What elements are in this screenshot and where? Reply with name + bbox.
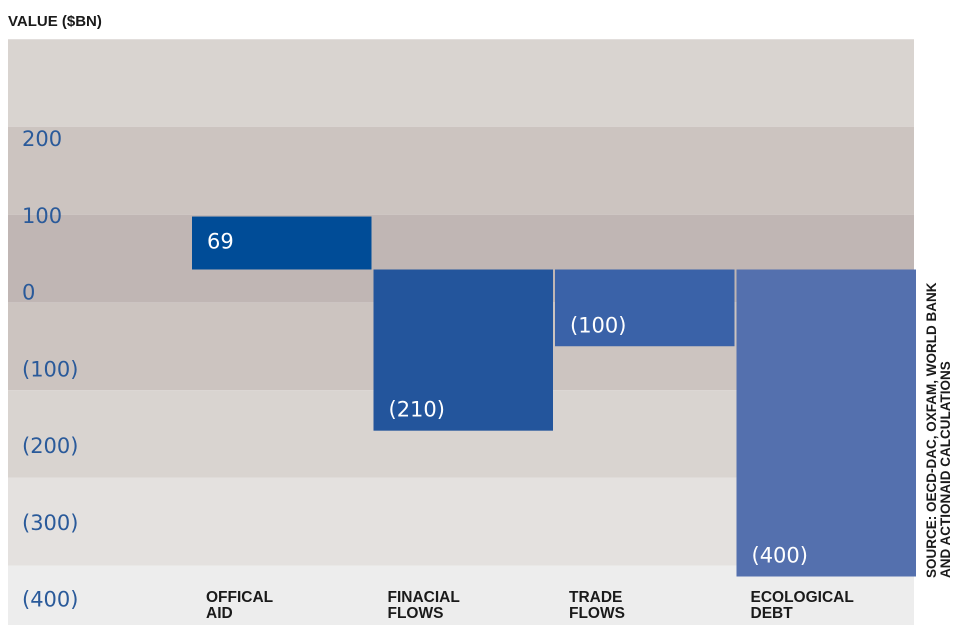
background-band xyxy=(8,39,914,127)
source-text: SOURCE: OECD-DAC, OXFAM, WORLD BANK AND A… xyxy=(924,282,953,578)
y-tick-label: 0 xyxy=(22,281,35,305)
value-label: (400) xyxy=(752,544,808,568)
value-label: 69 xyxy=(207,230,234,254)
y-tick-label: (300) xyxy=(22,511,78,535)
category-label: TRADE xyxy=(569,589,622,606)
source-line: AND ACTIONAID CALCULATIONS xyxy=(938,361,953,578)
bar xyxy=(555,269,735,347)
y-tick-label: 200 xyxy=(22,127,62,151)
bar xyxy=(736,269,916,577)
background-band xyxy=(8,126,914,215)
value-label: (100) xyxy=(570,313,626,337)
y-tick-label: (200) xyxy=(22,434,78,458)
bars xyxy=(192,216,916,577)
value-label: (210) xyxy=(389,398,445,422)
y-tick-label: (100) xyxy=(22,357,78,381)
category-label: ECOLOGICAL xyxy=(751,589,854,606)
bar xyxy=(373,269,553,431)
category-label: FLOWS xyxy=(388,605,444,622)
bar xyxy=(192,216,372,270)
category-label: DEBT xyxy=(751,605,794,622)
y-axis-label: VALUE ($BN) xyxy=(8,13,102,30)
source-note: SOURCE: OECD-DAC, OXFAM, WORLD BANK AND A… xyxy=(924,282,953,578)
source-line: SOURCE: OECD-DAC, OXFAM, WORLD BANK xyxy=(924,282,939,578)
y-tick-label: 100 xyxy=(22,204,62,228)
category-label: OFFICAL xyxy=(206,589,273,606)
category-label: AID xyxy=(206,605,233,622)
value-labels: 69 (210) (100) (400) xyxy=(207,230,808,568)
category-labels: OFFICALAIDFINACIALFLOWSTRADEFLOWSECOLOGI… xyxy=(206,589,854,622)
y-tick-label: (400) xyxy=(22,588,78,612)
y-tick-labels: 200 100 0 (100) (200) (300) (400) xyxy=(22,127,78,612)
category-label: FLOWS xyxy=(569,605,625,622)
category-label: FINACIAL xyxy=(388,589,460,606)
